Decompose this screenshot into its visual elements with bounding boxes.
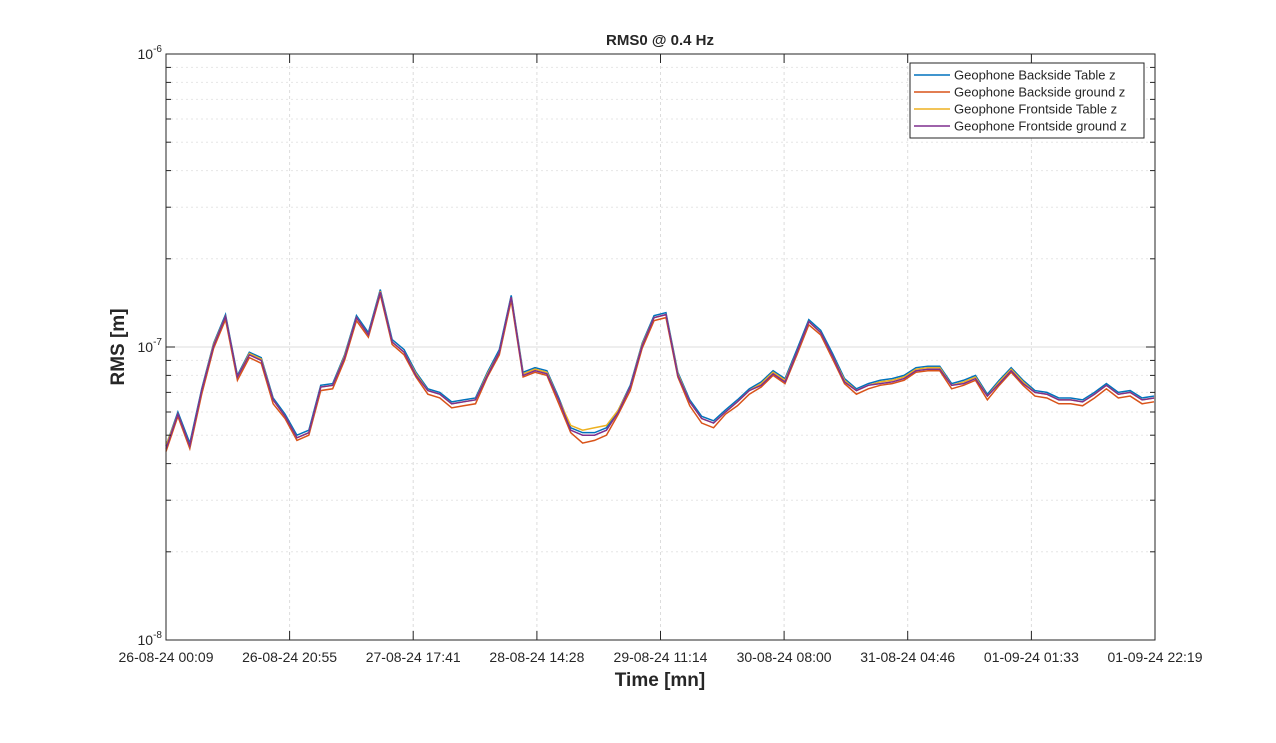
y-tick-label: 10-6 <box>138 44 163 62</box>
legend-label: Geophone Frontside Table z <box>954 102 1117 117</box>
x-tick-label: 29-08-24 11:14 <box>614 649 708 665</box>
x-axis-label: Time [mn] <box>615 670 705 691</box>
axes-box <box>165 53 1156 641</box>
x-tick-label: 30-08-24 08:00 <box>737 649 832 665</box>
x-tick-label: 26-08-24 00:09 <box>119 649 214 665</box>
y-tick-label: 10-7 <box>138 337 163 355</box>
x-tick-label: 26-08-24 20:55 <box>242 649 337 665</box>
legend-label: Geophone Backside Table z <box>954 68 1116 83</box>
chart-title: RMS0 @ 0.4 Hz <box>606 32 714 49</box>
x-tick-label: 28-08-24 14:28 <box>489 649 584 665</box>
series-line <box>165 289 1155 447</box>
series-line <box>165 291 1155 452</box>
y-axis-label: RMS [m] <box>108 308 129 385</box>
x-tick-label: 01-09-24 22:19 <box>1108 649 1203 665</box>
legend-label: Geophone Frontside ground z <box>954 119 1127 134</box>
y-tick-label: 10-8 <box>138 630 163 648</box>
series-line <box>165 291 1155 449</box>
x-tick-label: 01-09-24 01:33 <box>984 649 1079 665</box>
x-tick-label: 31-08-24 04:46 <box>860 649 955 665</box>
lines <box>165 289 1155 452</box>
axes: 10-8 10-7 10-6 26-08-24 00:09 26-08-24 20:55… <box>119 44 1203 665</box>
legend-label: Geophone Backside ground z <box>954 85 1125 100</box>
legend: Geophone Backside Table z Geophone Backsi… <box>909 62 1145 139</box>
x-tick-label: 27-08-24 17:41 <box>366 649 461 665</box>
